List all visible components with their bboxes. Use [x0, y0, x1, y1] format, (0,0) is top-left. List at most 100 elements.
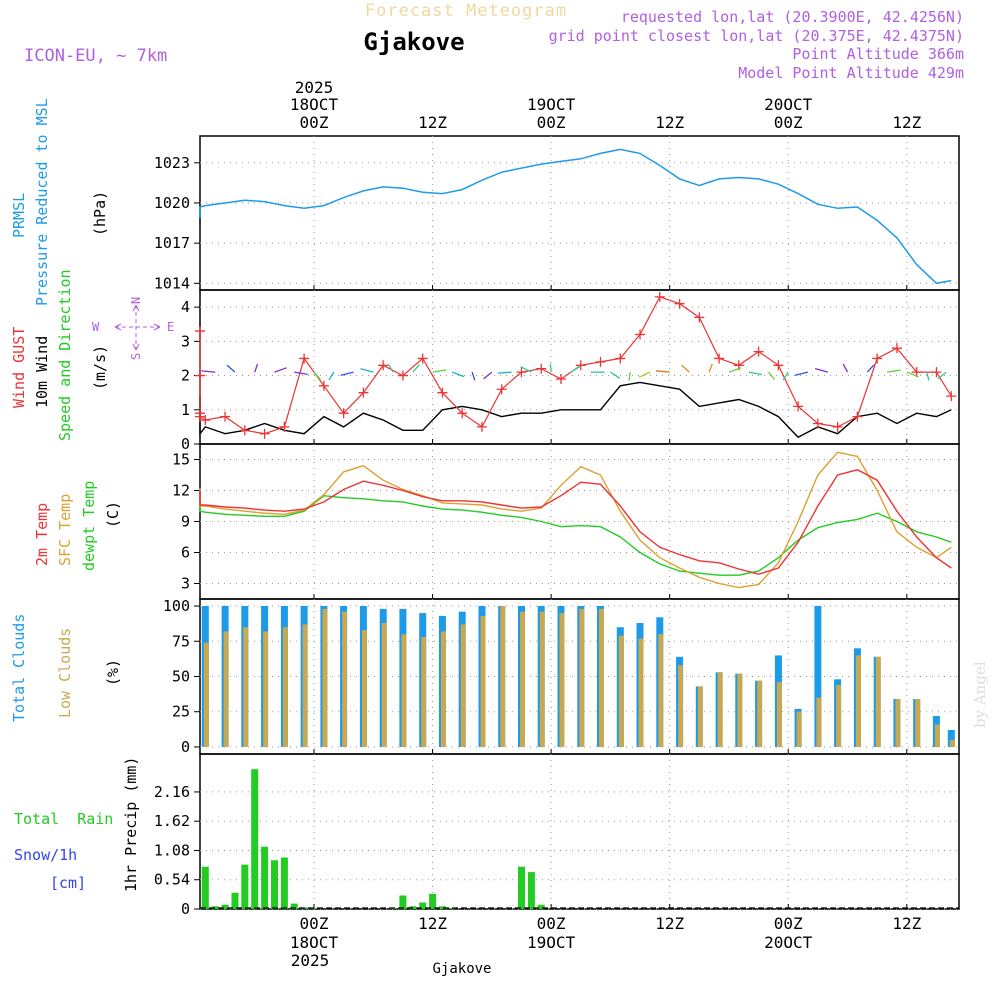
- gust-marker: [852, 411, 863, 422]
- rain-bar: [438, 906, 446, 909]
- total-rain-label: Total Rain: [14, 810, 113, 828]
- gust-marker: [220, 411, 231, 422]
- total-cloud-bar: [814, 606, 822, 747]
- bottom-date-label: 20OCT: [764, 933, 813, 952]
- low-cloud-bar: [203, 642, 209, 747]
- compass-n: N: [129, 297, 143, 304]
- wind-direction-arrow: [570, 365, 581, 373]
- wind-direction-arrow: [313, 371, 321, 381]
- low-cloud-bar: [421, 637, 427, 747]
- low-cloud-bar: [895, 699, 901, 747]
- panels: 102310201017101443210151296310075502502.…: [154, 135, 960, 918]
- low-cloud-bar: [460, 624, 466, 747]
- wind-direction-arrow: [432, 369, 447, 373]
- low-cloud-bar: [638, 638, 644, 747]
- wind-direction-arrow: [937, 371, 947, 380]
- wind-ytick-label: 4: [181, 298, 190, 316]
- wind-direction-arrow: [294, 371, 308, 376]
- low-cloud-bar: [520, 611, 525, 747]
- dewpoint-line: [199, 494, 952, 576]
- low-cloud-bar: [342, 611, 348, 747]
- rain-bar: [261, 846, 269, 909]
- top-date-label: 18OCT: [290, 95, 339, 114]
- top-year: 2025: [295, 78, 334, 97]
- low-cloud-bar: [322, 608, 328, 747]
- wind-unit: (m/s): [91, 345, 109, 390]
- top-hour-label: 12Z: [655, 113, 684, 132]
- clouds-ytick-label: 0: [181, 738, 190, 756]
- total-cloud-bar: [947, 730, 955, 747]
- low-cloud-bar: [737, 673, 743, 747]
- requested-coords: requested lon,lat (20.3900E, 42.4256N): [621, 8, 964, 26]
- low-clouds-label: Low Clouds: [56, 628, 74, 718]
- gust-marker: [595, 356, 606, 367]
- wind10-label: 10m Wind: [33, 336, 51, 408]
- prmsl-line: [199, 148, 952, 285]
- low-cloud-bar: [282, 627, 288, 747]
- bottom-year: 2025: [291, 951, 330, 970]
- clouds-ytick-label: 75: [172, 632, 190, 650]
- prmsl-label: PRMSL: [10, 193, 28, 238]
- bottom-hour-label: 12Z: [892, 914, 921, 933]
- footer-location: Gjakove: [432, 961, 491, 977]
- gust-marker: [279, 421, 290, 432]
- gust-marker: [195, 326, 205, 337]
- low-cloud-bar: [836, 685, 842, 747]
- panel-temp: 15 12 9 6 3: [172, 443, 960, 600]
- wind-direction-arrow: [628, 372, 631, 381]
- gust-marker: [714, 353, 725, 364]
- gust-marker: [556, 373, 566, 384]
- watermark: by Angel: [971, 661, 989, 728]
- low-cloud-bar: [263, 631, 269, 747]
- wind-ytick-label: 2: [181, 367, 190, 385]
- top-hour-label: 00Z: [537, 113, 566, 132]
- pressure-label: Pressure Reduced to MSL: [33, 98, 51, 306]
- low-cloud-bar: [361, 630, 367, 747]
- low-cloud-bar: [658, 634, 664, 747]
- rain-bar: [211, 906, 219, 909]
- bottom-date-label: 19OCT: [527, 933, 576, 952]
- top-hour-label: 00Z: [774, 113, 803, 132]
- wind-direction-arrow: [360, 368, 374, 373]
- snow-label: Snow/1h: [14, 846, 77, 864]
- wind-direction-arrow: [412, 364, 420, 373]
- pressure-ytick-label: 1023: [154, 154, 190, 172]
- low-cloud-bar: [500, 606, 506, 747]
- sfc-temp-label: SFC Temp: [56, 494, 74, 566]
- gust-marker: [200, 415, 211, 426]
- bottom-hour-label: 12Z: [418, 914, 447, 933]
- top-hour-label: 00Z: [300, 113, 329, 132]
- temp-ytick-label: 9: [181, 513, 190, 531]
- wind-ytick-label: 3: [181, 332, 190, 350]
- wind-direction-arrow: [340, 371, 354, 377]
- top-date-label: 20OCT: [764, 95, 813, 114]
- low-cloud-bar: [796, 711, 802, 747]
- wind-direction-arrow: [520, 366, 532, 373]
- gust-marker: [946, 391, 957, 402]
- low-cloud-bar: [559, 613, 565, 747]
- gust-marker: [793, 401, 804, 412]
- pressure-ytick-label: 1017: [154, 234, 190, 252]
- rain-bar: [231, 892, 239, 909]
- top-date-label: 19OCT: [527, 95, 576, 114]
- rain-bar: [251, 769, 259, 909]
- gust-marker: [832, 421, 843, 432]
- wind-direction-arrow: [728, 367, 742, 373]
- rain-bar: [399, 895, 407, 909]
- rain-bar: [527, 872, 535, 909]
- gust-marker: [338, 408, 349, 419]
- model-point-altitude: Model Point Altitude 429m: [738, 64, 964, 82]
- gust-marker: [615, 353, 626, 364]
- wind-direction-arrow: [328, 371, 335, 381]
- wind-direction-arrow: [906, 371, 919, 378]
- wind-direction-arrow: [471, 371, 476, 381]
- low-cloud-bar: [440, 631, 446, 747]
- low-cloud-bar: [757, 680, 763, 747]
- temp-ytick-label: 15: [172, 451, 190, 469]
- wind-compass: W E N S: [92, 297, 174, 360]
- low-cloud-bar: [816, 697, 822, 747]
- snow-cm-label: [cm]: [50, 874, 86, 892]
- wind-direction-arrow: [610, 371, 621, 379]
